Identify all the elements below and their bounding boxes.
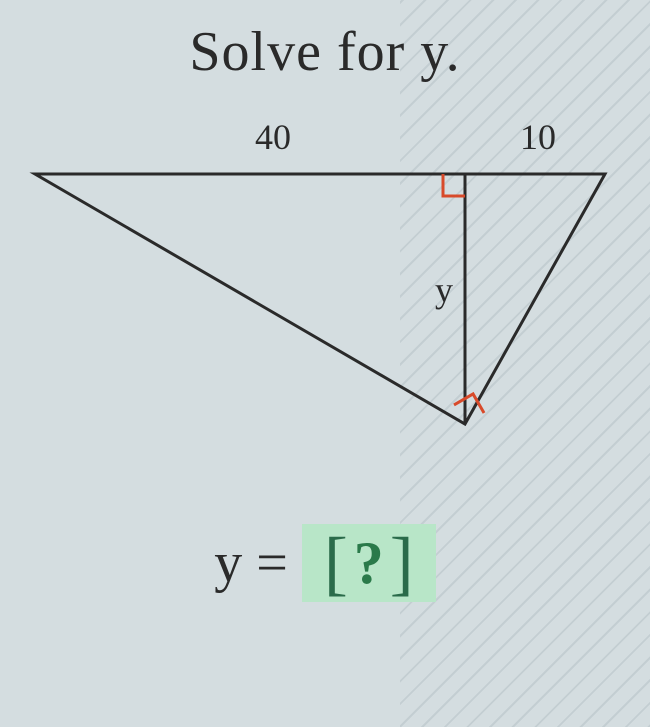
answer-equation: y = [ ? ] [214, 524, 436, 602]
equation-equals: = [256, 531, 288, 595]
equation-lhs: y [214, 531, 242, 595]
problem-title: Solve for y. [189, 20, 460, 84]
bracket-open: [ [324, 527, 348, 599]
bracket-close: ] [390, 527, 414, 599]
segment-label-40: 40 [255, 116, 291, 158]
triangle-diagram: 40 10 y [15, 124, 635, 464]
content-wrapper: Solve for y. 40 10 y y = [ ? ] [0, 20, 650, 602]
outer-triangle [35, 174, 605, 424]
segment-label-y: y [435, 269, 453, 311]
answer-input-box[interactable]: [ ? ] [302, 524, 436, 602]
right-angle-marker-top [443, 174, 465, 196]
segment-label-10: 10 [520, 116, 556, 158]
answer-placeholder: ? [348, 529, 390, 598]
triangle-svg [15, 124, 635, 464]
